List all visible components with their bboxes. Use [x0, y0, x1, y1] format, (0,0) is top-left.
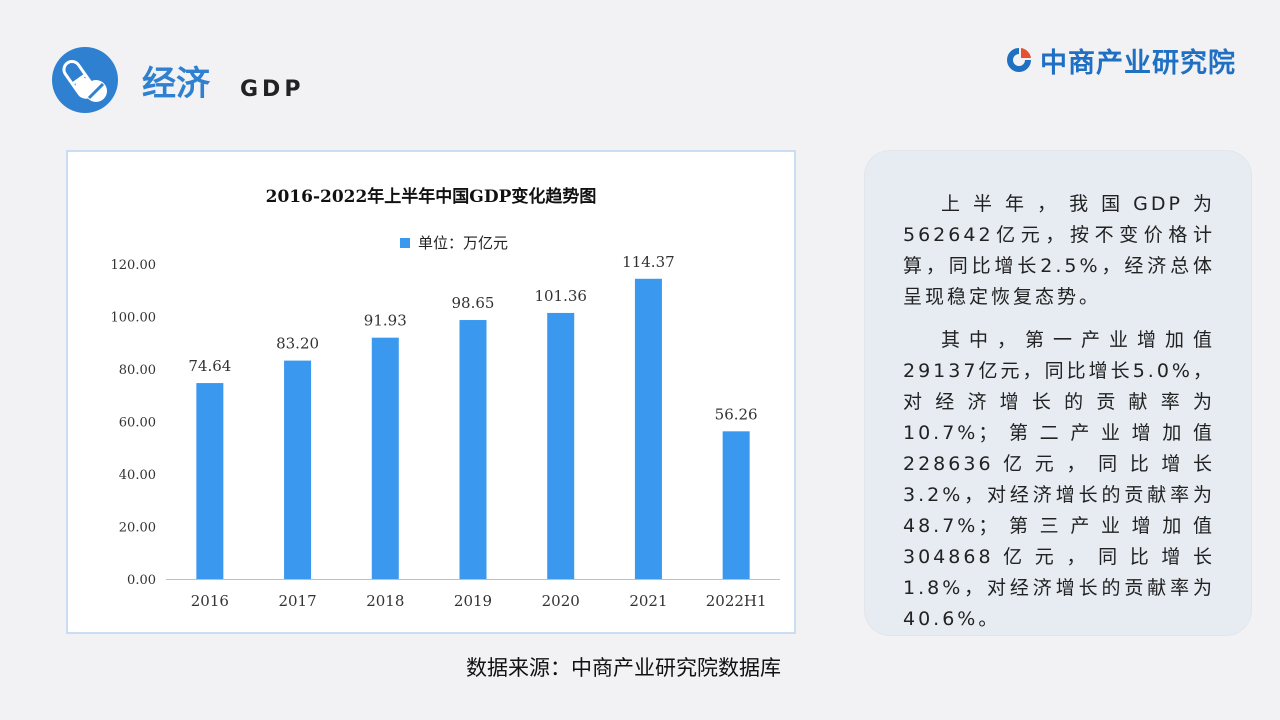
y-tick-label: 100.00: [111, 311, 157, 326]
header-logo: [52, 47, 118, 113]
data-label: 91.93: [364, 312, 407, 330]
brand-name: 中商产业研究院: [1040, 47, 1236, 79]
pill-icon: [62, 60, 107, 102]
y-tick-label: 20.00: [119, 521, 156, 536]
y-tick-label: 40.00: [119, 468, 156, 483]
data-source: 数据来源：中商产业研究院数据库: [466, 656, 781, 680]
bar-chart: 0.00 20.00 40.00 60.00 80.00 100.00 120.00 74.6…: [111, 253, 780, 610]
bar-2017: [284, 360, 312, 579]
bar-2021: [634, 278, 662, 579]
bar-2018: [371, 337, 399, 579]
legend-label: 单位：万亿元: [418, 234, 509, 252]
x-tick-label: 2021: [629, 592, 667, 610]
paragraph-detail: 其中，第一产业增加值29137亿元，同比增长5.0%，对经济增长的贡献率为10.…: [903, 329, 1215, 630]
y-tick-label: 80.00: [119, 363, 156, 378]
brand-logo: 中商产业研究院: [1004, 42, 1236, 79]
text-panel: 上半年，我国GDP为562642亿元，按不变价格计算，同比增长2.5%，经济总体…: [864, 150, 1252, 636]
paragraph-summary: 上半年，我国GDP为562642亿元，按不变价格计算，同比增长2.5%，经济总体…: [903, 193, 1215, 308]
page-subtitle: GDP: [240, 77, 305, 102]
data-label: 74.64: [188, 357, 231, 375]
y-tick-label: 60.00: [119, 416, 156, 431]
chart-title: 2016-2022年上半年中国GDP变化趋势图: [265, 187, 597, 207]
y-tick-label: 0.00: [127, 573, 156, 588]
data-label: 101.36: [534, 287, 587, 305]
page-title: 经济: [142, 64, 210, 104]
bar-2020: [547, 312, 575, 579]
chart-legend: 单位：万亿元: [400, 232, 508, 253]
bar-2016: [196, 383, 224, 579]
data-label: 98.65: [452, 294, 495, 312]
legend-swatch: [400, 237, 410, 248]
y-tick-label: 120.00: [111, 258, 157, 273]
bar-2022H1: [722, 431, 750, 579]
company-logo-icon: [1007, 48, 1031, 72]
chart-panel: 2016-2022年上半年中国GDP变化趋势图 单位：万亿元 0.00 20.00…: [66, 150, 796, 634]
x-tick-label: 2022H1: [706, 592, 767, 610]
x-tick-label: 2018: [366, 592, 404, 610]
bar-2019: [459, 320, 487, 579]
data-label: 114.37: [622, 253, 675, 271]
x-tick-label: 2016: [191, 592, 229, 610]
x-tick-label: 2019: [454, 592, 492, 610]
data-label: 83.20: [276, 335, 319, 353]
x-tick-label: 2020: [542, 592, 580, 610]
x-tick-label: 2017: [278, 592, 316, 610]
data-label: 56.26: [715, 405, 758, 423]
